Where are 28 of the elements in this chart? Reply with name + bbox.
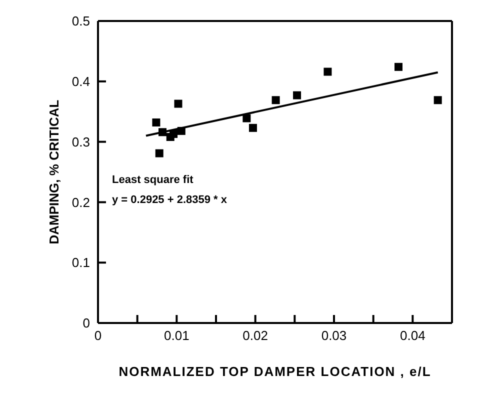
point bbox=[170, 130, 178, 138]
y-axis-title: DAMPING, % CRITICAL bbox=[46, 100, 62, 244]
annotation: Least square fit bbox=[112, 174, 194, 186]
x-tick-label: 0 bbox=[94, 328, 102, 344]
point bbox=[152, 118, 160, 126]
point bbox=[434, 96, 442, 104]
annotation: y = 0.2925 + 2.8359 * x bbox=[112, 194, 227, 206]
point bbox=[158, 128, 167, 136]
y-tick-label: 0.5 bbox=[72, 14, 90, 29]
point bbox=[242, 114, 251, 122]
point bbox=[155, 149, 164, 158]
x-tick-label: 0.02 bbox=[242, 328, 268, 344]
point bbox=[324, 68, 332, 76]
point bbox=[293, 91, 302, 100]
y-tick-label: 0 bbox=[82, 316, 90, 331]
x-tick-label: 0.04 bbox=[400, 328, 426, 344]
y-tick-label: 0.3 bbox=[72, 134, 90, 150]
point bbox=[174, 100, 182, 108]
y-tick-label: 0.2 bbox=[72, 194, 90, 210]
x-axis-title: NORMALIZED TOP DAMPER LOCATION , e/L bbox=[118, 364, 432, 380]
y-tick-label: 0.1 bbox=[72, 255, 90, 270]
point bbox=[272, 96, 280, 104]
y-tick-label: 0.4 bbox=[72, 74, 90, 90]
x-tick-label: 0.03 bbox=[321, 328, 347, 344]
point bbox=[177, 126, 186, 135]
x-tick-label: 0.01 bbox=[164, 328, 190, 344]
point bbox=[394, 62, 403, 71]
point bbox=[248, 124, 257, 132]
